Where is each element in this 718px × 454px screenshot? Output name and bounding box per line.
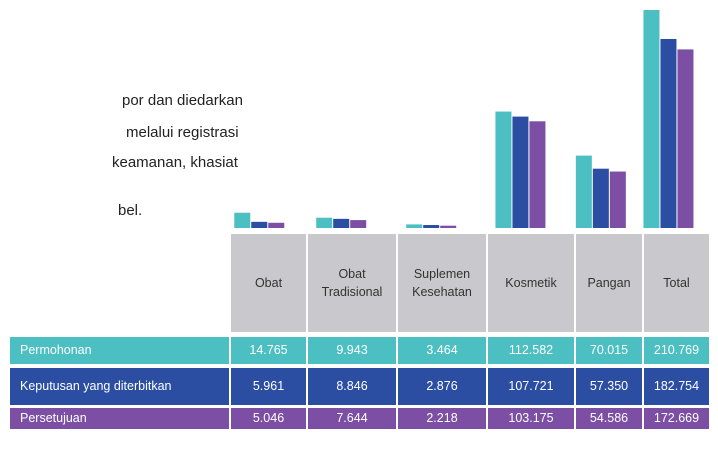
table-cell: 172.669 (644, 408, 709, 429)
column-header: Kosmetik (488, 234, 574, 332)
table-cell: 54.586 (576, 408, 642, 429)
table-cell: 9.943 (308, 337, 396, 364)
bar (677, 49, 694, 229)
table-cell: 182.754 (644, 368, 709, 405)
column-header: Suplemen Kesehatan (398, 234, 486, 332)
bar (350, 220, 367, 228)
bar (423, 225, 440, 228)
table-cell: 7.644 (308, 408, 396, 429)
bar (316, 217, 333, 228)
bar (660, 38, 677, 228)
column-header: Pangan (576, 234, 642, 332)
bar (575, 155, 592, 228)
table-cell: 3.464 (398, 337, 486, 364)
table-cell: 5.961 (231, 368, 306, 405)
bar (512, 116, 529, 228)
bar (592, 168, 609, 228)
table-cell: 107.721 (488, 368, 574, 405)
column-header: Obat (231, 234, 306, 332)
table-cell: 5.046 (231, 408, 306, 429)
bar (234, 212, 251, 228)
table-cell: 2.218 (398, 408, 486, 429)
text-line: bel. (118, 202, 143, 219)
table-cell: 8.846 (308, 368, 396, 405)
row-label: Permohonan (10, 337, 229, 364)
bar (609, 171, 626, 228)
bar (333, 218, 350, 228)
text-line: por dan diedarkan (122, 92, 243, 109)
bar (406, 224, 423, 228)
table-cell: 57.350 (576, 368, 642, 405)
table-cell: 112.582 (488, 337, 574, 364)
table-cell: 2.876 (398, 368, 486, 405)
bar (251, 221, 268, 228)
table-cell: 210.769 (644, 337, 709, 364)
table-cell: 14.765 (231, 337, 306, 364)
text-line: keamanan, khasiat (112, 154, 238, 171)
row-label: Persetujuan (10, 408, 229, 429)
bar (268, 222, 285, 228)
bar (440, 225, 457, 228)
bar (495, 111, 512, 228)
column-header: Obat Tradisional (308, 234, 396, 332)
table-cell: 103.175 (488, 408, 574, 429)
bar (643, 10, 660, 228)
bar (529, 121, 546, 228)
column-header: Total (644, 234, 709, 332)
row-label: Keputusan yang diterbitkan (10, 368, 229, 405)
table-cell: 70.015 (576, 337, 642, 364)
text-line: melalui registrasi (126, 124, 239, 141)
